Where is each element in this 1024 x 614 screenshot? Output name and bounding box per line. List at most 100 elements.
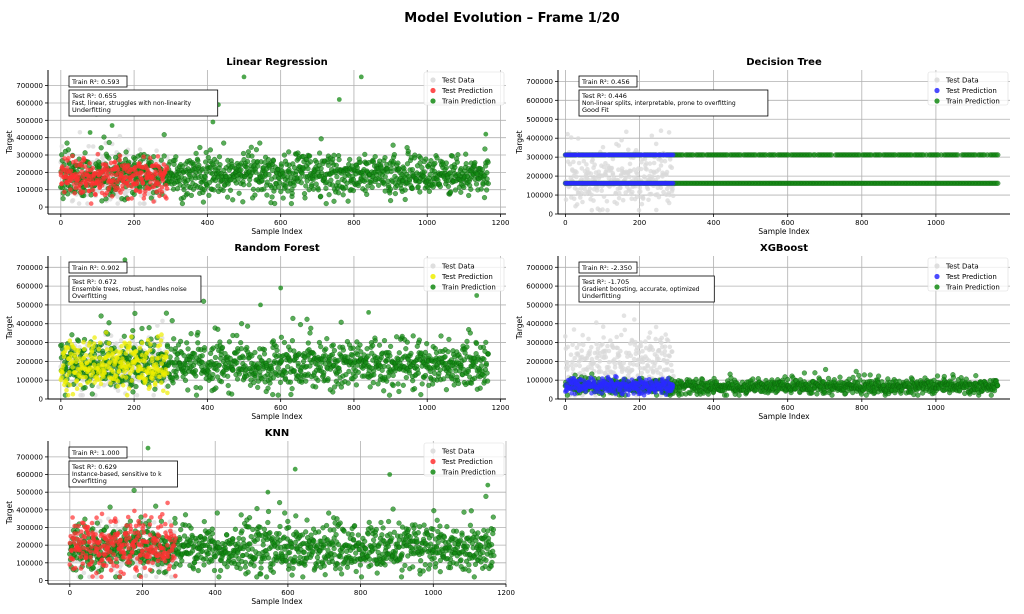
fit-status-text: Good Fit bbox=[582, 106, 609, 114]
train-prediction-point bbox=[226, 339, 232, 345]
train-prediction-point bbox=[100, 350, 106, 357]
train-prediction-point bbox=[350, 188, 356, 194]
test-prediction-point bbox=[111, 177, 116, 183]
train-prediction-point bbox=[335, 357, 341, 363]
train-prediction-point bbox=[298, 180, 304, 186]
train-prediction-point bbox=[249, 153, 255, 159]
legend-train-prediction-marker bbox=[934, 98, 940, 104]
x-tick-label: 1200 bbox=[492, 404, 510, 412]
train-prediction-point bbox=[484, 176, 490, 182]
test-data-point bbox=[638, 189, 643, 194]
train-prediction-point bbox=[130, 389, 136, 395]
test-prediction-point bbox=[141, 196, 147, 201]
test-prediction-point bbox=[143, 188, 148, 194]
fit-status-text: Overfitting bbox=[72, 292, 107, 300]
test-prediction-point bbox=[110, 369, 116, 375]
train-prediction-point bbox=[225, 383, 231, 389]
train-prediction-point bbox=[415, 370, 421, 376]
train-prediction-point bbox=[193, 150, 199, 156]
test-prediction-point bbox=[116, 368, 122, 374]
train-prediction-point bbox=[266, 358, 272, 364]
train-prediction-point bbox=[421, 169, 427, 175]
test-prediction-point bbox=[73, 359, 79, 365]
train-prediction-point bbox=[438, 333, 444, 339]
train-prediction-point bbox=[473, 181, 480, 187]
train-prediction-point bbox=[445, 183, 451, 189]
legend-test-prediction-label: Test Prediction bbox=[441, 87, 493, 95]
x-axis-label: Sample Index bbox=[758, 227, 810, 236]
test-data-point bbox=[615, 345, 620, 351]
test-data-point bbox=[642, 175, 647, 180]
x-tick-label: 200 bbox=[633, 219, 646, 227]
legend-test-data-label: Test Data bbox=[945, 77, 979, 85]
test-data-point bbox=[614, 201, 620, 206]
test-prediction-point bbox=[147, 155, 153, 161]
train-prediction-point bbox=[355, 369, 361, 375]
test-data-point bbox=[638, 166, 644, 172]
train-prediction-point bbox=[479, 167, 485, 173]
train-prediction-point bbox=[394, 334, 400, 340]
test-prediction-point bbox=[90, 187, 96, 193]
test-data-point bbox=[565, 364, 571, 369]
test-data-point bbox=[608, 338, 613, 343]
test-data-point bbox=[606, 348, 612, 354]
test-data-point bbox=[565, 131, 570, 137]
test-prediction-point bbox=[151, 177, 157, 182]
train-prediction-point bbox=[484, 370, 490, 376]
test-data-point bbox=[644, 161, 649, 166]
train-prediction-point bbox=[357, 159, 363, 165]
train-prediction-outlier bbox=[278, 285, 284, 291]
legend-train-prediction-label: Train Prediction bbox=[441, 98, 496, 106]
test-prediction-point bbox=[81, 339, 86, 345]
train-prediction-point bbox=[289, 386, 295, 392]
train-prediction-outlier bbox=[241, 74, 247, 80]
train-prediction-point bbox=[388, 198, 394, 204]
train-prediction-point bbox=[485, 159, 491, 165]
train-prediction-point bbox=[290, 315, 296, 321]
test-prediction-point bbox=[72, 182, 77, 187]
train-prediction-point bbox=[190, 186, 197, 192]
train-prediction-point bbox=[179, 164, 185, 170]
train-prediction-point bbox=[406, 176, 413, 182]
train-prediction-point bbox=[238, 340, 244, 346]
train-prediction-point bbox=[121, 333, 127, 339]
train-prediction-point bbox=[275, 392, 281, 398]
train-prediction-point bbox=[65, 147, 71, 153]
test-data-point bbox=[574, 170, 579, 175]
x-tick-label: 200 bbox=[127, 219, 140, 227]
test-data-point bbox=[653, 141, 659, 147]
train-prediction-point bbox=[283, 370, 289, 376]
series-test-data bbox=[562, 128, 676, 213]
test-data-point bbox=[160, 318, 165, 324]
train-prediction-point bbox=[384, 378, 390, 384]
train-prediction-point bbox=[415, 184, 421, 190]
test-prediction-point bbox=[72, 190, 77, 196]
x-tick-label: 800 bbox=[347, 404, 360, 412]
train-prediction-point bbox=[169, 318, 175, 324]
train-prediction-point bbox=[371, 372, 377, 378]
test-data-point bbox=[570, 359, 575, 365]
train-prediction-point bbox=[310, 186, 317, 192]
test-prediction-point bbox=[156, 355, 161, 361]
test-prediction-point bbox=[141, 154, 146, 159]
test-data-point bbox=[567, 161, 573, 167]
train-prediction-point bbox=[419, 381, 425, 387]
train-prediction-point bbox=[334, 174, 340, 180]
test-prediction-point bbox=[106, 341, 112, 346]
train-prediction-point bbox=[372, 154, 378, 160]
train-prediction-point bbox=[280, 195, 286, 201]
train-prediction-point bbox=[297, 175, 303, 181]
test-prediction-point bbox=[139, 340, 145, 346]
test-prediction-point bbox=[87, 378, 93, 384]
test-data-point bbox=[612, 361, 618, 367]
train-prediction-point bbox=[130, 328, 136, 334]
train-prediction-point bbox=[98, 313, 104, 319]
train-prediction-point bbox=[269, 167, 275, 173]
y-tick-label: 0 bbox=[549, 211, 553, 219]
train-prediction-point bbox=[352, 373, 358, 379]
train-prediction-point bbox=[349, 353, 355, 359]
x-tick-label: 400 bbox=[707, 404, 720, 412]
